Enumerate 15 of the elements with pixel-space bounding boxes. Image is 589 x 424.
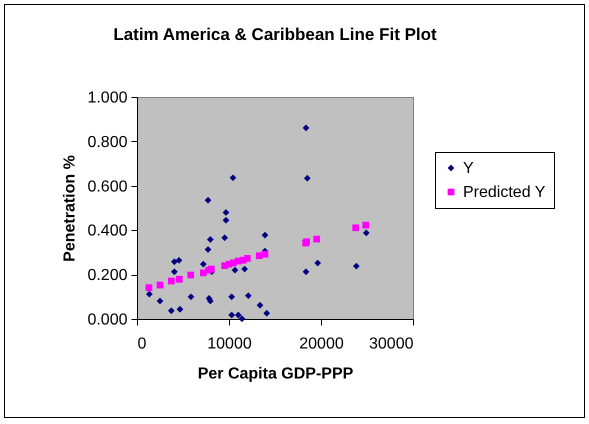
y-axis-title: Penetration % (61, 155, 78, 262)
x-tick-label: 20000 (299, 336, 344, 352)
x-tick-label: 0 (138, 336, 146, 352)
x-axis-title: Per Capita GDP-PPP (198, 366, 354, 382)
y-tick-label: 0.800 (87, 134, 128, 151)
legend-label: Y (463, 160, 474, 177)
x-tick-label: 30000 (369, 336, 414, 352)
y-tick-label: 0.600 (87, 178, 128, 196)
chart-title: Latim America & Caribbean Line Fit Plot (113, 25, 438, 44)
x-tick-label: 10000 (207, 336, 252, 352)
y-tick-label: 1.000 (87, 90, 128, 106)
y-tick-label: 0.400 (87, 222, 128, 240)
legend-label: Predicted Y (463, 184, 546, 201)
y-tick-label: 0.000 (87, 312, 128, 328)
y-tick-label: 0.200 (87, 267, 128, 284)
